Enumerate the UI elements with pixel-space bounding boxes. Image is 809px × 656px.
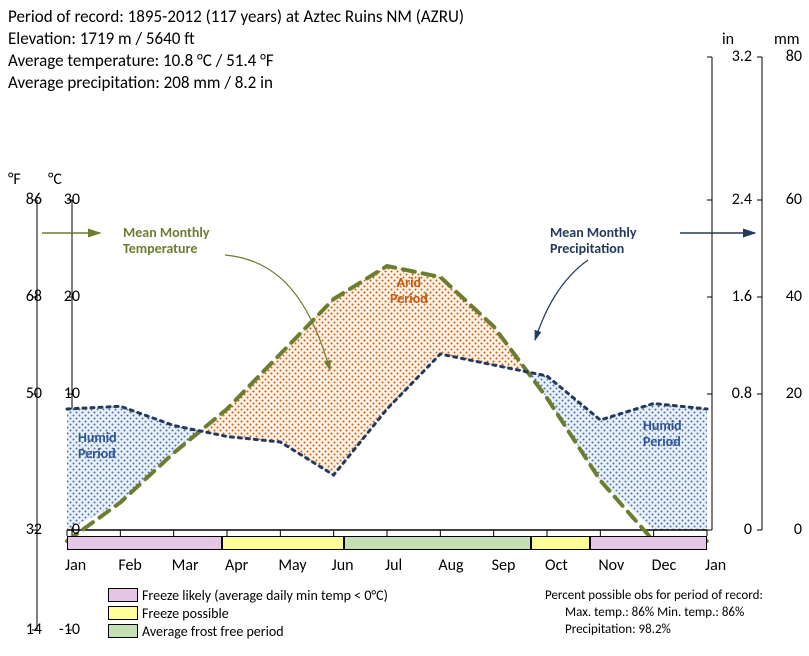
month-label: Nov (598, 556, 624, 575)
month-label: Aug (438, 556, 463, 575)
axis-tick: 0.8 (712, 384, 752, 403)
month-label: May (278, 556, 306, 575)
freeze-bar-segment (590, 536, 707, 550)
month-label: Jan (65, 556, 86, 575)
axis-tick: 10 (40, 384, 80, 403)
axis-tick: 30 (40, 190, 80, 209)
axis-tick: 40 (762, 287, 802, 306)
legend-swatch (108, 624, 138, 638)
axis-tick: 60 (762, 190, 802, 209)
footer-obs-title: Percent possible obs for period of recor… (545, 588, 763, 603)
axis-tick: 68 (2, 287, 42, 306)
month-label: Jun (332, 556, 354, 575)
annotation-humid-right: HumidPeriod (643, 418, 682, 450)
annotation-humid-left-text: HumidPeriod (78, 429, 117, 462)
annotation-humid-right-text: HumidPeriod (643, 417, 682, 450)
axis-tick: 0 (712, 520, 752, 539)
annotation-precip-label: Mean MonthlyPrecipitation (550, 225, 636, 257)
month-label: Apr (225, 556, 248, 575)
freeze-bar-segment (222, 536, 345, 550)
axis-tick: 3.2 (712, 47, 752, 66)
month-label: Feb (118, 556, 141, 575)
month-label: Sep (492, 556, 516, 575)
freeze-bar-segment (531, 536, 590, 550)
month-label: Mar (172, 556, 199, 575)
annotation-humid-left: HumidPeriod (78, 430, 117, 462)
month-label: Dec (652, 556, 677, 575)
legend-label: Freeze possible (142, 605, 229, 622)
axis-tick: -10 (40, 620, 80, 639)
axis-tick: 2.4 (712, 190, 752, 209)
axis-tick: 0 (762, 520, 802, 539)
legend-label: Freeze likely (average daily min temp < … (142, 587, 388, 604)
annotation-arid-text: AridPeriod (390, 274, 428, 307)
footer-obs-precip: Precipitation: 98.2% (565, 622, 671, 637)
axis-tick: 20 (40, 287, 80, 306)
axis-tick: 20 (762, 384, 802, 403)
legend-label: Average frost free period (142, 623, 284, 640)
annotation-precip-line1: Mean MonthlyPrecipitation (550, 224, 636, 257)
annotation-temp-line1: Mean MonthlyTemperature (123, 224, 209, 257)
axis-tick: 80 (762, 47, 802, 66)
month-label: Jan (705, 556, 726, 575)
freeze-bar-segment (67, 536, 222, 550)
axis-tick: 14 (2, 620, 42, 639)
footer-obs-temp: Max. temp.: 86% Min. temp.: 86% (565, 605, 744, 620)
legend-swatch (108, 588, 138, 602)
annotation-temp-label: Mean MonthlyTemperature (123, 225, 209, 257)
axis-tick: 86 (2, 190, 42, 209)
month-label: Oct (545, 556, 568, 575)
month-label: Jul (385, 556, 402, 575)
freeze-bar-segment (344, 536, 531, 550)
axis-tick: 1.6 (712, 287, 752, 306)
axis-tick: 32 (2, 520, 42, 539)
annotation-arid: AridPeriod (390, 275, 428, 307)
axis-tick: 50 (2, 384, 42, 403)
legend-swatch (108, 606, 138, 620)
